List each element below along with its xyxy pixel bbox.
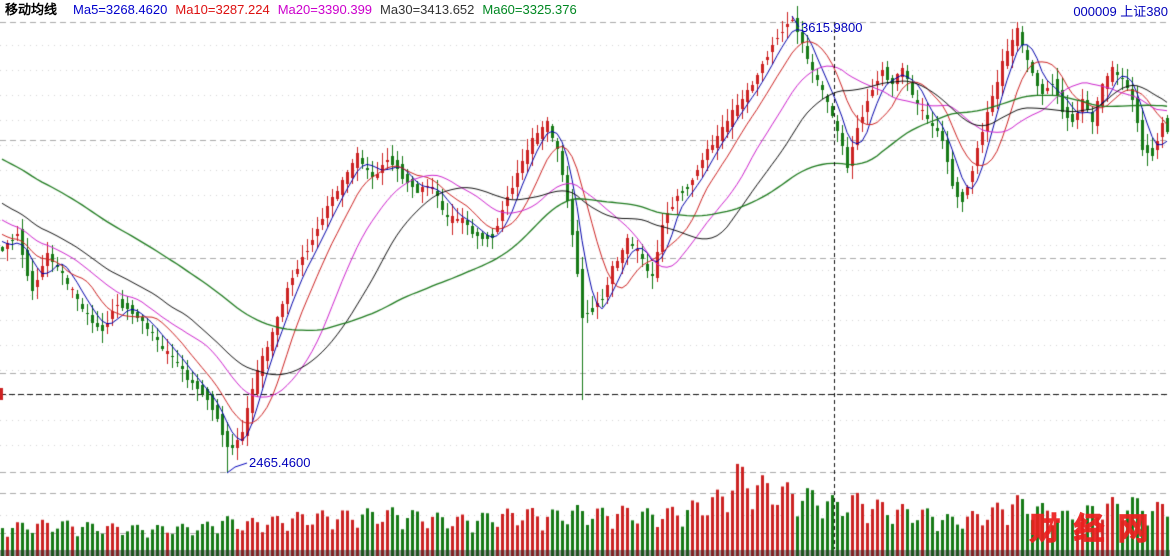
low-price-annotation: 2465.4600 bbox=[249, 455, 311, 470]
site-watermark: 财经网 bbox=[1029, 512, 1162, 547]
ma20-value-label: Ma20=3390.399 bbox=[277, 2, 373, 17]
ma60-value-label: Ma60=3325.376 bbox=[482, 2, 577, 17]
ma10-value-label: Ma10=3287.224 bbox=[175, 2, 270, 17]
ma5-value-label: Ma5=3268.4620 bbox=[73, 2, 168, 17]
high-price-annotation: 3615.9800 bbox=[801, 20, 863, 35]
indicator-header: 移动均线 Ma5=3268.4620 Ma10=3287.224 Ma20=33… bbox=[0, 0, 1170, 20]
ma30-value-label: Ma30=3413.652 bbox=[380, 2, 475, 17]
symbol-code-label: 000009 上证380 bbox=[1073, 4, 1168, 19]
indicator-title: 移动均线 bbox=[5, 2, 58, 17]
